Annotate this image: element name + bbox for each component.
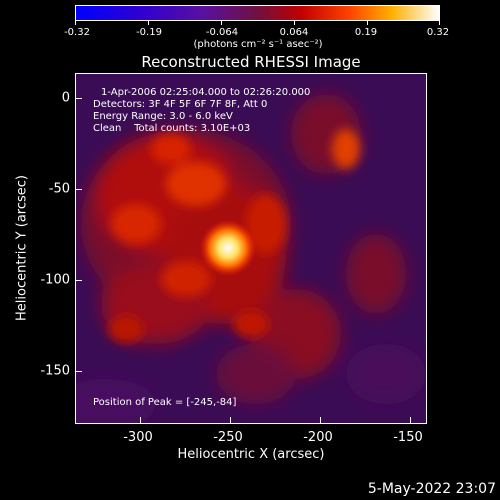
y-tick-label: 0 bbox=[61, 90, 70, 106]
colorbar-tick-label: -0.064 bbox=[205, 27, 239, 38]
footer-date: 5-May-2022 23:07 bbox=[367, 481, 496, 497]
peak-position-label: Position of Peak = [-245,-84] bbox=[93, 397, 237, 408]
x-tick-label: -300 bbox=[123, 430, 153, 445]
y-tick-label: -100 bbox=[40, 272, 70, 288]
y-tick-label: -150 bbox=[40, 363, 70, 379]
y-tick-label: -50 bbox=[48, 181, 70, 197]
energy-range-label: Energy Range: 3.0 - 6.0 keV bbox=[93, 111, 233, 122]
clean-counts-label: Clean Total counts: 3.10E+03 bbox=[93, 123, 251, 134]
rhessi-image bbox=[75, 73, 427, 424]
colorbar-units: (photons cm⁻² s⁻¹ asec⁻²) bbox=[193, 39, 323, 50]
colorbar-tick-label: -0.32 bbox=[64, 27, 90, 38]
time-range-label: 1-Apr-2006 02:25:04.000 to 02:26:20.000 bbox=[101, 87, 311, 98]
detectors-label: Detectors: 3F 4F 5F 6F 7F 8F, Att 0 bbox=[93, 99, 268, 110]
colorbar-tick-label: -0.19 bbox=[136, 27, 162, 38]
y-axis-label: Heliocentric Y (arcsec) bbox=[14, 175, 30, 321]
colorbar-tick-label: 0.19 bbox=[354, 27, 378, 38]
x-tick-label: -150 bbox=[393, 430, 423, 445]
colorbar-tick-label: 0.32 bbox=[426, 27, 450, 38]
image-title: Reconstructed RHESSI Image bbox=[141, 53, 361, 71]
colorbar-tick-label: 0.064 bbox=[279, 27, 309, 38]
x-tick-label: -250 bbox=[213, 430, 243, 445]
x-axis-label: Heliocentric X (arcsec) bbox=[177, 447, 325, 462]
x-tick-label: -200 bbox=[303, 430, 333, 445]
colorbar bbox=[75, 5, 440, 21]
